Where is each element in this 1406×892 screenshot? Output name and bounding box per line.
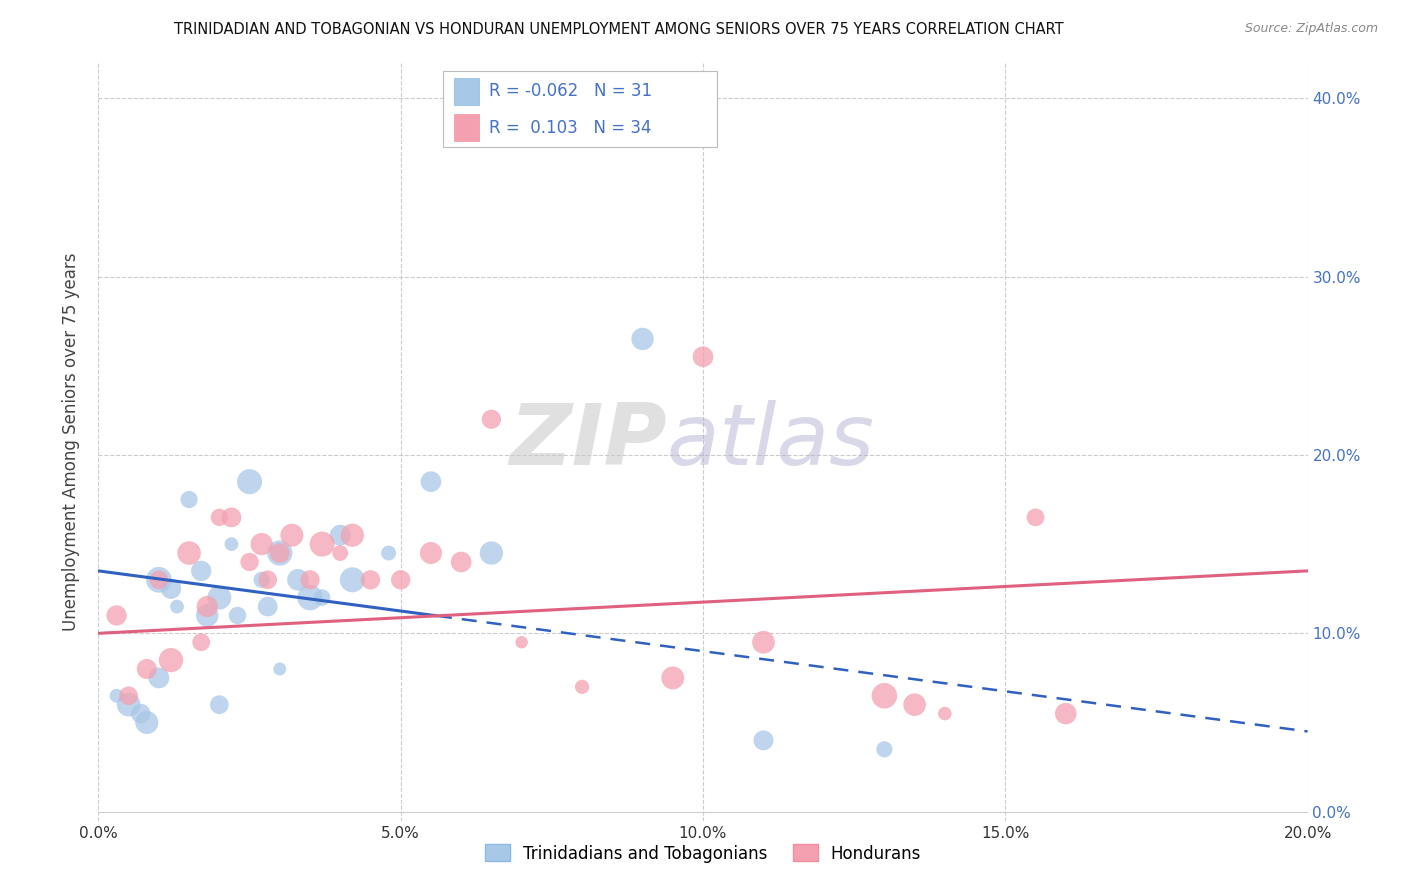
Point xyxy=(481,546,503,560)
Point xyxy=(752,733,775,747)
Text: R = -0.062   N = 31: R = -0.062 N = 31 xyxy=(489,82,652,101)
Text: ZIP: ZIP xyxy=(509,400,666,483)
Point xyxy=(311,591,333,605)
Point xyxy=(269,546,291,560)
Point xyxy=(166,599,188,614)
Point xyxy=(239,475,262,489)
Point xyxy=(135,662,157,676)
Point xyxy=(208,510,231,524)
Point xyxy=(148,573,170,587)
Point xyxy=(342,528,364,542)
Point xyxy=(160,653,183,667)
Point xyxy=(256,599,278,614)
Point xyxy=(226,608,249,623)
Point xyxy=(904,698,927,712)
Point xyxy=(873,689,896,703)
Text: R =  0.103   N = 34: R = 0.103 N = 34 xyxy=(489,119,652,136)
Point xyxy=(661,671,683,685)
Point xyxy=(135,715,157,730)
Point xyxy=(420,475,443,489)
Point xyxy=(873,742,896,756)
Point xyxy=(221,537,243,551)
Point xyxy=(1054,706,1077,721)
Point xyxy=(269,546,291,560)
Point xyxy=(195,599,218,614)
Point xyxy=(269,662,291,676)
Text: TRINIDADIAN AND TOBAGONIAN VS HONDURAN UNEMPLOYMENT AMONG SENIORS OVER 75 YEARS : TRINIDADIAN AND TOBAGONIAN VS HONDURAN U… xyxy=(174,22,1063,37)
Point xyxy=(148,573,170,587)
Point xyxy=(160,582,183,596)
Point xyxy=(360,573,382,587)
Point xyxy=(420,546,443,560)
Point xyxy=(256,573,278,587)
Point xyxy=(105,608,128,623)
Point xyxy=(342,573,364,587)
Point xyxy=(281,528,304,542)
Legend: Trinidadians and Tobagonians, Hondurans: Trinidadians and Tobagonians, Hondurans xyxy=(478,838,928,869)
Point xyxy=(377,546,399,560)
Point xyxy=(631,332,654,346)
Point xyxy=(250,573,273,587)
Text: Source: ZipAtlas.com: Source: ZipAtlas.com xyxy=(1244,22,1378,36)
Point xyxy=(329,528,352,542)
Point xyxy=(105,689,128,703)
Text: atlas: atlas xyxy=(666,400,875,483)
Point xyxy=(239,555,262,569)
Point xyxy=(692,350,714,364)
Point xyxy=(299,591,322,605)
Point xyxy=(389,573,412,587)
Point xyxy=(299,573,322,587)
Point xyxy=(1024,510,1046,524)
Y-axis label: Unemployment Among Seniors over 75 years: Unemployment Among Seniors over 75 years xyxy=(62,252,80,631)
Point xyxy=(129,706,152,721)
Point xyxy=(195,608,218,623)
Point xyxy=(934,706,956,721)
Point xyxy=(118,698,141,712)
Point xyxy=(752,635,775,649)
Point xyxy=(179,546,201,560)
Point xyxy=(450,555,472,569)
Point xyxy=(287,573,309,587)
Point xyxy=(190,564,212,578)
Point xyxy=(481,412,503,426)
Point xyxy=(179,492,201,507)
Point xyxy=(329,546,352,560)
Point xyxy=(510,635,533,649)
Point xyxy=(208,698,231,712)
Point xyxy=(118,689,141,703)
Point xyxy=(250,537,273,551)
Point xyxy=(221,510,243,524)
Point xyxy=(208,591,231,605)
Point xyxy=(148,671,170,685)
Point xyxy=(311,537,333,551)
Point xyxy=(190,635,212,649)
Point xyxy=(571,680,593,694)
